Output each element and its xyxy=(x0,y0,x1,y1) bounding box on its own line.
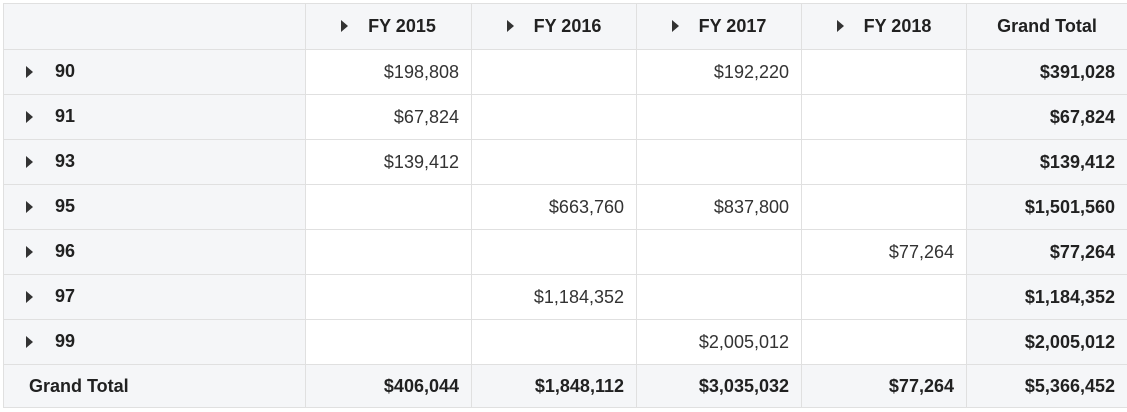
value-cell xyxy=(305,184,472,230)
table-row: 93 $139,412 $139,412 xyxy=(3,139,1127,185)
row-header-97[interactable]: 97 xyxy=(3,274,306,320)
value-cell xyxy=(801,274,967,320)
column-header-fy-2016[interactable]: FY 2016 xyxy=(471,3,637,50)
row-header-label: 95 xyxy=(55,196,76,217)
value-cell: $837,800 xyxy=(636,184,802,230)
value-cell xyxy=(801,94,967,140)
value-cell xyxy=(471,49,637,95)
value-cell xyxy=(801,184,967,230)
row-header-label: 93 xyxy=(55,151,76,172)
column-header-grand-total: Grand Total xyxy=(966,3,1127,50)
row-header-90[interactable]: 90 xyxy=(3,49,306,95)
value-cell xyxy=(801,49,967,95)
row-header-label: 96 xyxy=(55,241,76,262)
expand-triangle-icon[interactable] xyxy=(26,200,33,213)
expand-triangle-icon[interactable] xyxy=(26,65,33,78)
value-cell xyxy=(801,319,967,365)
expand-triangle-icon[interactable] xyxy=(836,20,844,33)
expand-triangle-icon[interactable] xyxy=(26,290,33,303)
row-grand-total-cell: $139,412 xyxy=(966,139,1127,185)
row-header-label: 97 xyxy=(55,286,76,307)
row-grand-total-cell: $391,028 xyxy=(966,49,1127,95)
expand-triangle-icon[interactable] xyxy=(506,20,514,33)
value-cell: $663,760 xyxy=(471,184,637,230)
column-grand-total-cell: $77,264 xyxy=(801,364,967,408)
value-cell: $198,808 xyxy=(305,49,472,95)
value-cell xyxy=(636,229,802,275)
corner-cell xyxy=(3,3,306,50)
column-grand-total-cell: $1,848,112 xyxy=(471,364,637,408)
table-row: 97 $1,184,352 $1,184,352 xyxy=(3,274,1127,320)
row-header-99[interactable]: 99 xyxy=(3,319,306,365)
value-cell xyxy=(305,274,472,320)
value-cell: $2,005,012 xyxy=(636,319,802,365)
row-grand-total-cell: $77,264 xyxy=(966,229,1127,275)
column-header-label: FY 2016 xyxy=(533,15,602,36)
expand-triangle-icon[interactable] xyxy=(26,245,33,258)
pivot-table: FY 2015 FY 2016 FY 2017 FY 2018 Grand To… xyxy=(3,3,1127,408)
expand-triangle-icon[interactable] xyxy=(671,20,679,33)
table-row: 96 $77,264 $77,264 xyxy=(3,229,1127,275)
column-grand-total-cell: $406,044 xyxy=(305,364,472,408)
row-grand-total-cell: $1,184,352 xyxy=(966,274,1127,320)
column-header-fy-2015[interactable]: FY 2015 xyxy=(305,3,472,50)
value-cell xyxy=(305,319,472,365)
row-header-95[interactable]: 95 xyxy=(3,184,306,230)
value-cell: $192,220 xyxy=(636,49,802,95)
value-cell: $77,264 xyxy=(801,229,967,275)
row-grand-total-cell: $2,005,012 xyxy=(966,319,1127,365)
table-row: 91 $67,824 $67,824 xyxy=(3,94,1127,140)
grand-total-row: Grand Total $406,044 $1,848,112 $3,035,0… xyxy=(3,364,1127,408)
value-cell xyxy=(471,139,637,185)
row-header-label: 91 xyxy=(55,106,76,127)
expand-triangle-icon[interactable] xyxy=(341,20,349,33)
column-header-label: FY 2018 xyxy=(863,15,932,36)
value-cell xyxy=(471,229,637,275)
row-grand-total-cell: $67,824 xyxy=(966,94,1127,140)
value-cell: $1,184,352 xyxy=(471,274,637,320)
value-cell xyxy=(801,139,967,185)
value-cell xyxy=(636,139,802,185)
column-header-fy-2018[interactable]: FY 2018 xyxy=(801,3,967,50)
expand-triangle-icon[interactable] xyxy=(26,110,33,123)
row-header-96[interactable]: 96 xyxy=(3,229,306,275)
column-header-fy-2017[interactable]: FY 2017 xyxy=(636,3,802,50)
table-row: 99 $2,005,012 $2,005,012 xyxy=(3,319,1127,365)
table-row: 90 $198,808 $192,220 $391,028 xyxy=(3,49,1127,95)
grand-total-row-label: Grand Total xyxy=(3,364,306,408)
expand-triangle-icon[interactable] xyxy=(26,155,33,168)
table-row: 95 $663,760 $837,800 $1,501,560 xyxy=(3,184,1127,230)
value-cell xyxy=(636,94,802,140)
row-header-91[interactable]: 91 xyxy=(3,94,306,140)
row-header-93[interactable]: 93 xyxy=(3,139,306,185)
expand-triangle-icon[interactable] xyxy=(26,335,33,348)
value-cell xyxy=(305,229,472,275)
column-grand-total-cell: $3,035,032 xyxy=(636,364,802,408)
column-header-label: FY 2017 xyxy=(698,15,767,36)
value-cell xyxy=(471,94,637,140)
row-header-label: 99 xyxy=(55,331,76,352)
overall-grand-total-cell: $5,366,452 xyxy=(966,364,1127,408)
row-header-label: 90 xyxy=(55,61,76,82)
value-cell xyxy=(471,319,637,365)
value-cell: $139,412 xyxy=(305,139,472,185)
column-header-label: FY 2015 xyxy=(368,15,436,36)
row-grand-total-cell: $1,501,560 xyxy=(966,184,1127,230)
value-cell: $67,824 xyxy=(305,94,472,140)
value-cell xyxy=(636,274,802,320)
column-header-row: FY 2015 FY 2016 FY 2017 FY 2018 Grand To… xyxy=(3,3,1127,50)
